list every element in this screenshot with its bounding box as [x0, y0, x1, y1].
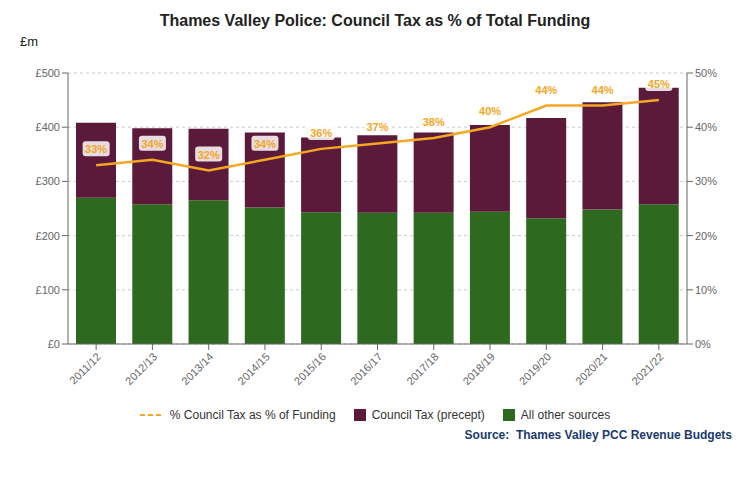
svg-text:2016/17: 2016/17 — [348, 350, 385, 387]
svg-text:£300: £300 — [36, 175, 60, 187]
svg-text:2011/12: 2011/12 — [67, 350, 103, 386]
svg-text:£500: £500 — [36, 67, 60, 79]
html-text:£m: £m — [20, 34, 39, 49]
svg-text:2012/13: 2012/13 — [123, 350, 160, 387]
svg-text:40%: 40% — [695, 121, 717, 133]
svg-text:£0: £0 — [48, 338, 60, 350]
svg-text:£200: £200 — [36, 230, 60, 242]
svg-text:37%: 37% — [366, 121, 388, 133]
svg-text:44%: 44% — [592, 84, 614, 96]
svg-text:2019/20: 2019/20 — [517, 350, 554, 387]
svg-text:32%: 32% — [198, 149, 220, 161]
svg-text:2017/18: 2017/18 — [404, 350, 441, 387]
html-text:Council Tax (precept): Council Tax (precept) — [371, 408, 485, 422]
svg-text:30%: 30% — [695, 175, 717, 187]
svg-text:36%: 36% — [310, 127, 332, 139]
svg-text:2015/16: 2015/16 — [292, 350, 329, 387]
svg-text:2014/15: 2014/15 — [235, 350, 272, 387]
html-text:Source: Thames Valley PCC Reve: Source: Thames Valley PCC Revenue Budget… — [464, 428, 732, 442]
svg-text:45%: 45% — [648, 78, 670, 90]
svg-text:38%: 38% — [423, 116, 445, 128]
svg-text:2020/21: 2020/21 — [573, 350, 610, 387]
svg-text:10%: 10% — [695, 284, 717, 296]
svg-text:0%: 0% — [695, 338, 711, 350]
svg-text:£100: £100 — [36, 284, 60, 296]
html-text:% Council Tax as % of Funding: % Council Tax as % of Funding — [169, 408, 336, 422]
html-text:Thames Valley Police: Council: Thames Valley Police: Council Tax as % o… — [159, 12, 591, 29]
svg-text:33%: 33% — [85, 143, 107, 155]
svg-text:50%: 50% — [695, 67, 717, 79]
svg-text:2013/14: 2013/14 — [179, 350, 216, 387]
svg-text:40%: 40% — [479, 105, 501, 117]
svg-text:44%: 44% — [535, 84, 557, 96]
svg-text:2021/22: 2021/22 — [629, 350, 666, 387]
svg-text:34%: 34% — [141, 138, 163, 150]
svg-text:2018/19: 2018/19 — [460, 350, 497, 387]
svg-text:£400: £400 — [36, 121, 60, 133]
svg-text:20%: 20% — [695, 230, 717, 242]
svg-text:34%: 34% — [254, 138, 276, 150]
html-text:All other sources: All other sources — [520, 408, 611, 422]
